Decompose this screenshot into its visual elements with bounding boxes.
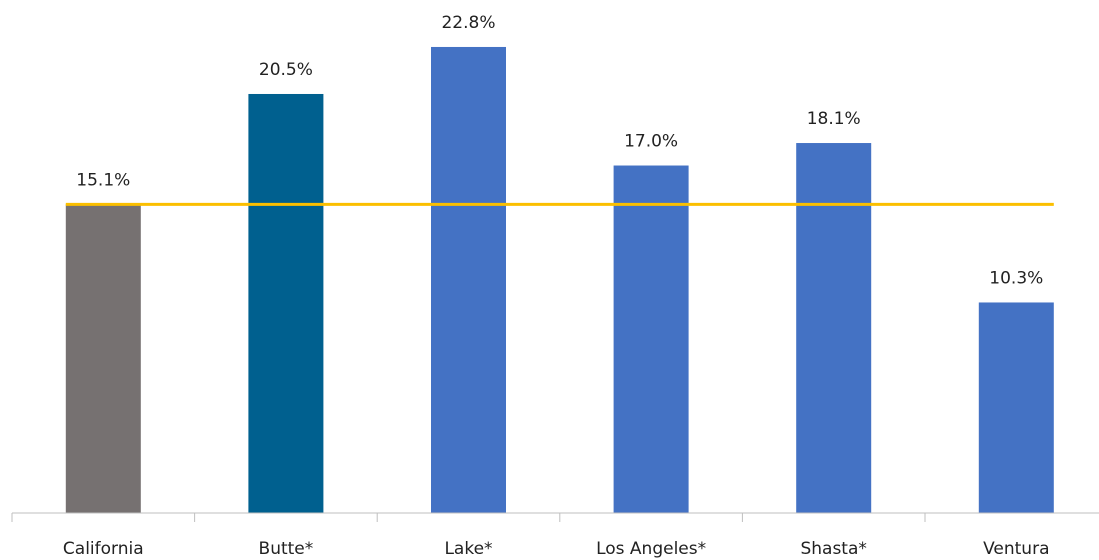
- bar: [65, 204, 141, 513]
- x-tick-label: Shasta*: [800, 539, 866, 559]
- bar: [613, 165, 689, 513]
- value-label: 10.3%: [989, 268, 1043, 288]
- x-tick-label: Los Angeles*: [596, 539, 706, 559]
- bar: [431, 46, 506, 514]
- value-label: 22.8%: [441, 13, 495, 33]
- value-label: 18.1%: [807, 109, 861, 129]
- x-tick-label: Ventura: [983, 539, 1049, 559]
- value-label: 20.5%: [259, 60, 313, 80]
- x-tick-label: California: [63, 539, 144, 559]
- x-tick-label: Butte*: [259, 539, 314, 559]
- value-label: 15.1%: [76, 170, 130, 190]
- value-label: 17.0%: [624, 132, 678, 152]
- x-tick-label: Lake*: [444, 539, 492, 559]
- bar: [248, 93, 324, 513]
- bar: [978, 302, 1054, 513]
- bar: [796, 143, 872, 513]
